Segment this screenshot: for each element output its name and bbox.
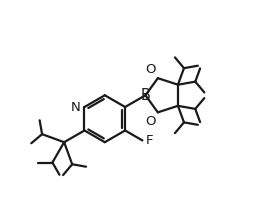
Text: B: B bbox=[141, 88, 150, 103]
Text: O: O bbox=[145, 115, 155, 128]
Text: F: F bbox=[146, 134, 153, 147]
Text: O: O bbox=[145, 63, 155, 76]
Text: N: N bbox=[71, 101, 80, 113]
